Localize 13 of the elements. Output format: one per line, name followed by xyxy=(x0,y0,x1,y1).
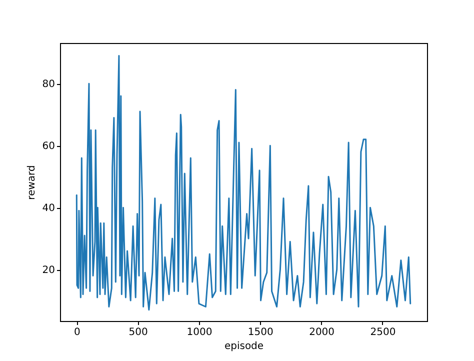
x-axis-title: episode xyxy=(224,341,264,352)
x-tick-label: 1500 xyxy=(248,327,274,338)
y-tick-label: 60 xyxy=(42,141,55,152)
x-tick-label: 2500 xyxy=(370,327,396,338)
y-axis-title: reward xyxy=(26,165,38,200)
x-tick-label: 2000 xyxy=(309,327,335,338)
line-series xyxy=(76,54,412,311)
x-tick-label: 0 xyxy=(74,327,80,338)
y-tick-label: 20 xyxy=(42,265,55,276)
x-tick-label: 1000 xyxy=(186,327,212,338)
x-tick-label: 500 xyxy=(128,327,148,338)
y-tick-label: 40 xyxy=(42,203,55,214)
y-tick-label: 80 xyxy=(42,79,55,90)
